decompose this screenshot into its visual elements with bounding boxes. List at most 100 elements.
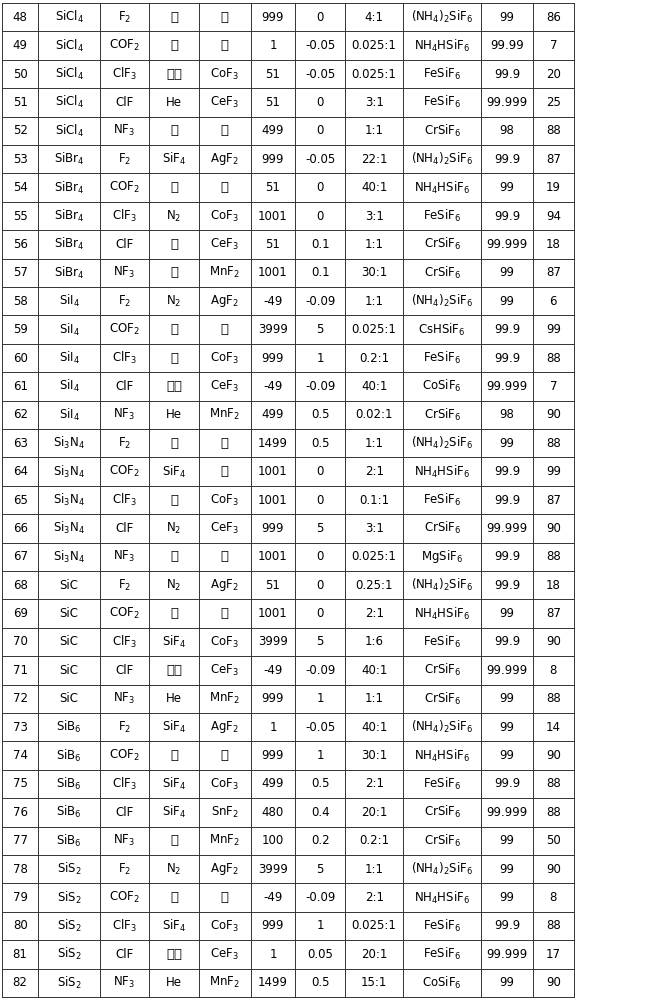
Text: 8: 8 [549, 891, 557, 904]
Text: 17: 17 [546, 948, 561, 961]
Text: 0.1: 0.1 [311, 266, 330, 279]
Text: SiCl$_4$: SiCl$_4$ [55, 66, 83, 82]
Text: 99.999: 99.999 [486, 238, 527, 251]
Text: 99: 99 [500, 863, 514, 876]
Text: 30:1: 30:1 [361, 266, 387, 279]
Text: 65: 65 [13, 493, 28, 506]
Text: N$_2$: N$_2$ [167, 578, 182, 593]
Text: 1001: 1001 [258, 266, 288, 279]
Text: 40:1: 40:1 [361, 181, 387, 194]
Text: 99.9: 99.9 [494, 352, 520, 364]
Text: 2:1: 2:1 [365, 607, 383, 620]
Text: CeF$_3$: CeF$_3$ [210, 521, 239, 536]
Text: 无: 无 [170, 607, 178, 620]
Text: 99.999: 99.999 [486, 380, 527, 393]
Text: 78: 78 [13, 863, 28, 876]
Text: 1001: 1001 [258, 465, 288, 478]
Text: NF$_3$: NF$_3$ [114, 833, 136, 848]
Text: 87: 87 [546, 607, 561, 620]
Text: 53: 53 [13, 153, 28, 166]
Text: 3999: 3999 [258, 863, 288, 876]
Text: 99.9: 99.9 [494, 550, 520, 563]
Text: 99.999: 99.999 [486, 664, 527, 677]
Text: MnF$_2$: MnF$_2$ [210, 691, 240, 706]
Text: F$_2$: F$_2$ [118, 578, 132, 593]
Text: 1001: 1001 [258, 607, 288, 620]
Text: 90: 90 [546, 976, 561, 989]
Text: 1:1: 1:1 [365, 437, 383, 450]
Text: 98: 98 [500, 124, 514, 137]
Text: ClF: ClF [116, 948, 134, 961]
Text: AgF$_2$: AgF$_2$ [210, 151, 239, 167]
Text: 0.025:1: 0.025:1 [352, 550, 397, 563]
Text: AgF$_2$: AgF$_2$ [210, 577, 239, 593]
Text: 20:1: 20:1 [361, 806, 387, 819]
Text: 76: 76 [13, 806, 28, 819]
Text: (NH$_4$)$_2$SiF$_6$: (NH$_4$)$_2$SiF$_6$ [411, 719, 473, 735]
Text: ClF$_3$: ClF$_3$ [112, 492, 137, 508]
Text: 99.999: 99.999 [486, 96, 527, 109]
Text: 无: 无 [170, 834, 178, 847]
Text: FeSiF$_6$: FeSiF$_6$ [423, 492, 461, 508]
Text: 无: 无 [170, 11, 178, 24]
Text: 0: 0 [317, 11, 324, 24]
Text: NF$_3$: NF$_3$ [114, 549, 136, 564]
Text: 67: 67 [13, 550, 28, 563]
Text: -0.09: -0.09 [305, 891, 335, 904]
Text: CoF$_3$: CoF$_3$ [210, 918, 239, 934]
Text: 无: 无 [221, 465, 229, 478]
Text: ClF: ClF [116, 806, 134, 819]
Text: 40:1: 40:1 [361, 380, 387, 393]
Text: 66: 66 [13, 522, 28, 535]
Text: 1: 1 [269, 39, 277, 52]
Text: 87: 87 [546, 266, 561, 279]
Text: FeSiF$_6$: FeSiF$_6$ [423, 208, 461, 224]
Text: -0.05: -0.05 [305, 153, 335, 166]
Text: CrSiF$_6$: CrSiF$_6$ [424, 662, 461, 678]
Text: 8: 8 [549, 664, 557, 677]
Text: 空气: 空气 [166, 380, 182, 393]
Text: 无: 无 [221, 437, 229, 450]
Text: 56: 56 [13, 238, 28, 251]
Text: 99.999: 99.999 [486, 806, 527, 819]
Text: MgSiF$_6$: MgSiF$_6$ [421, 548, 463, 565]
Text: 无: 无 [221, 749, 229, 762]
Text: CrSiF$_6$: CrSiF$_6$ [424, 520, 461, 536]
Text: ClF: ClF [116, 522, 134, 535]
Text: CoF$_3$: CoF$_3$ [210, 634, 239, 650]
Text: 2:1: 2:1 [365, 891, 383, 904]
Text: 22:1: 22:1 [361, 153, 387, 166]
Text: F$_2$: F$_2$ [118, 10, 132, 25]
Text: SiS$_2$: SiS$_2$ [57, 890, 81, 906]
Text: 99: 99 [500, 295, 514, 308]
Text: -0.09: -0.09 [305, 295, 335, 308]
Text: 70: 70 [13, 636, 28, 648]
Text: 51: 51 [266, 579, 280, 592]
Text: 0: 0 [317, 124, 324, 137]
Text: NH$_4$HSiF$_6$: NH$_4$HSiF$_6$ [414, 38, 470, 54]
Text: 空气: 空气 [166, 664, 182, 677]
Text: 无: 无 [170, 437, 178, 450]
Text: 6: 6 [549, 295, 557, 308]
Text: MnF$_2$: MnF$_2$ [210, 975, 240, 990]
Text: -0.05: -0.05 [305, 721, 335, 734]
Text: CoF$_3$: CoF$_3$ [210, 776, 239, 792]
Text: (NH$_4$)$_2$SiF$_6$: (NH$_4$)$_2$SiF$_6$ [411, 861, 473, 877]
Text: 1: 1 [317, 352, 324, 364]
Text: SiB$_6$: SiB$_6$ [56, 776, 82, 792]
Text: 0: 0 [317, 210, 324, 223]
Text: 1:1: 1:1 [365, 692, 383, 705]
Text: 无: 无 [170, 238, 178, 251]
Text: SiB$_6$: SiB$_6$ [56, 833, 82, 849]
Text: N$_2$: N$_2$ [167, 294, 182, 309]
Text: CeF$_3$: CeF$_3$ [210, 237, 239, 252]
Text: 88: 88 [546, 692, 561, 705]
Text: 无: 无 [170, 323, 178, 336]
Text: 1:1: 1:1 [365, 238, 383, 251]
Text: -49: -49 [263, 380, 283, 393]
Text: 20: 20 [546, 68, 561, 81]
Text: 99.9: 99.9 [494, 920, 520, 932]
Text: SiCl$_4$: SiCl$_4$ [55, 9, 83, 25]
Text: Si$_3$N$_4$: Si$_3$N$_4$ [53, 492, 85, 508]
Text: 99: 99 [500, 11, 514, 24]
